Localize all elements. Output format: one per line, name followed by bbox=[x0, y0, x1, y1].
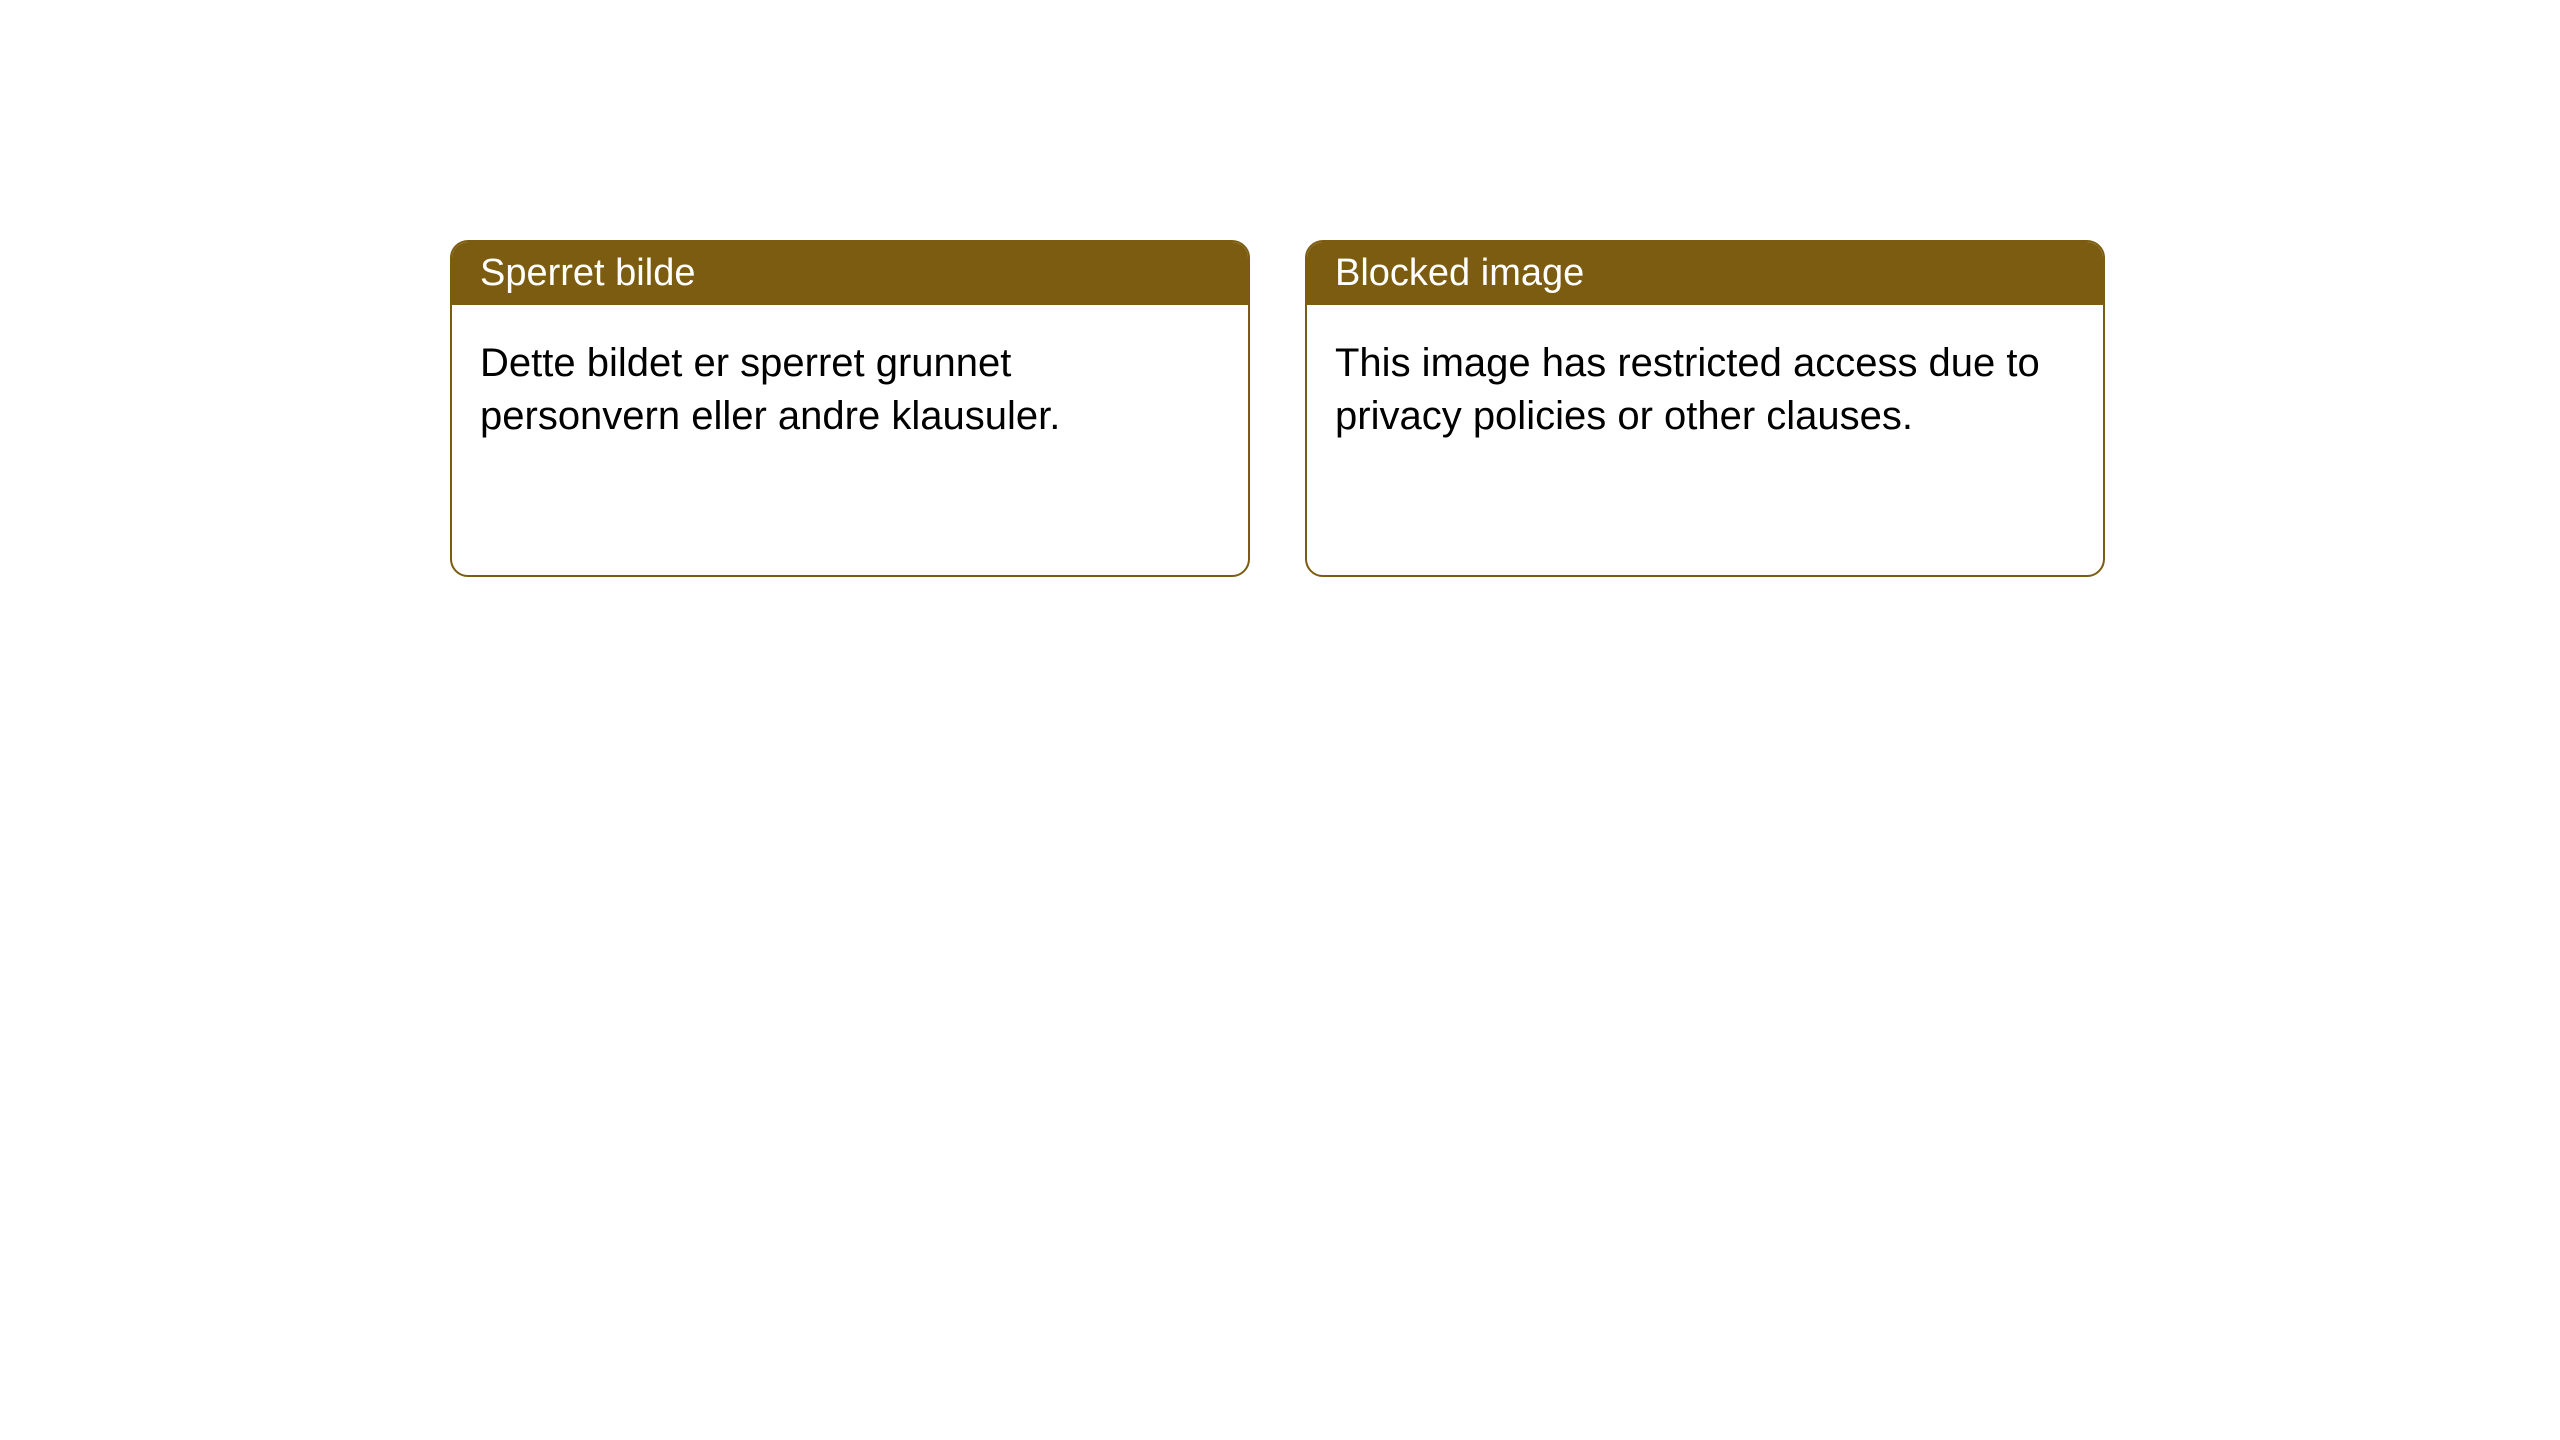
notice-card-body: This image has restricted access due to … bbox=[1307, 305, 2103, 475]
notice-card-english: Blocked image This image has restricted … bbox=[1305, 240, 2105, 577]
notice-card-body-text: Dette bildet er sperret grunnet personve… bbox=[480, 341, 1060, 438]
notice-card-title: Blocked image bbox=[1335, 252, 1584, 294]
notice-card-header: Blocked image bbox=[1307, 242, 2103, 305]
notice-card-title: Sperret bilde bbox=[480, 252, 695, 294]
notice-card-header: Sperret bilde bbox=[452, 242, 1248, 305]
notice-card-body: Dette bildet er sperret grunnet personve… bbox=[452, 305, 1248, 475]
notice-card-norwegian: Sperret bilde Dette bildet er sperret gr… bbox=[450, 240, 1250, 577]
notice-cards-container: Sperret bilde Dette bildet er sperret gr… bbox=[450, 240, 2105, 577]
notice-card-body-text: This image has restricted access due to … bbox=[1335, 341, 2040, 438]
